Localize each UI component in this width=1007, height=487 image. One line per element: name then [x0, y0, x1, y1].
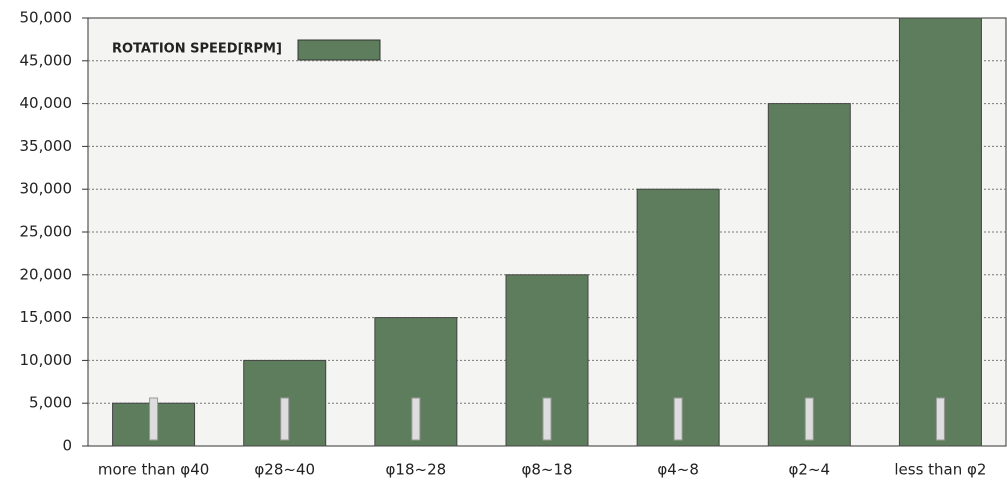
y-tick-label: 10,000 [20, 351, 73, 369]
y-tick-label: 35,000 [20, 137, 73, 155]
x-tick-label: φ18~28 [386, 461, 447, 479]
bar [899, 18, 981, 446]
x-tick-label: φ2~4 [789, 461, 831, 479]
y-tick-label: 25,000 [20, 223, 73, 241]
tool-shank [674, 398, 682, 440]
tool-shank [412, 398, 420, 440]
y-tick-label: 30,000 [20, 180, 73, 198]
tool-shank [281, 398, 289, 440]
x-tick-label: more than φ40 [98, 461, 209, 479]
y-tick-label: 45,000 [20, 51, 73, 69]
y-tick-label: 15,000 [20, 308, 73, 326]
y-tick-label: 40,000 [20, 94, 73, 112]
x-tick-label: less than φ2 [894, 461, 986, 479]
legend-swatch [298, 40, 380, 60]
tool-shank [150, 398, 158, 440]
tool-shank [805, 398, 813, 440]
y-tick-label: 50,000 [20, 9, 73, 27]
chart: ROTATION SPEED[RPM] 0 5,000 10,000 15,000 20… [0, 0, 1007, 483]
tool-shank [936, 398, 944, 440]
legend-label: ROTATION SPEED[RPM] [112, 42, 282, 57]
y-tick-label: 20,000 [20, 265, 73, 283]
y-tick-label: 5,000 [29, 394, 72, 412]
x-tick-label: φ8~18 [521, 461, 572, 479]
tool-shank [543, 398, 551, 440]
x-tick-label: φ4~8 [657, 461, 699, 479]
x-tick-label: φ28~40 [254, 461, 315, 479]
bar [768, 104, 850, 446]
y-tick-label: 0 [62, 437, 72, 455]
